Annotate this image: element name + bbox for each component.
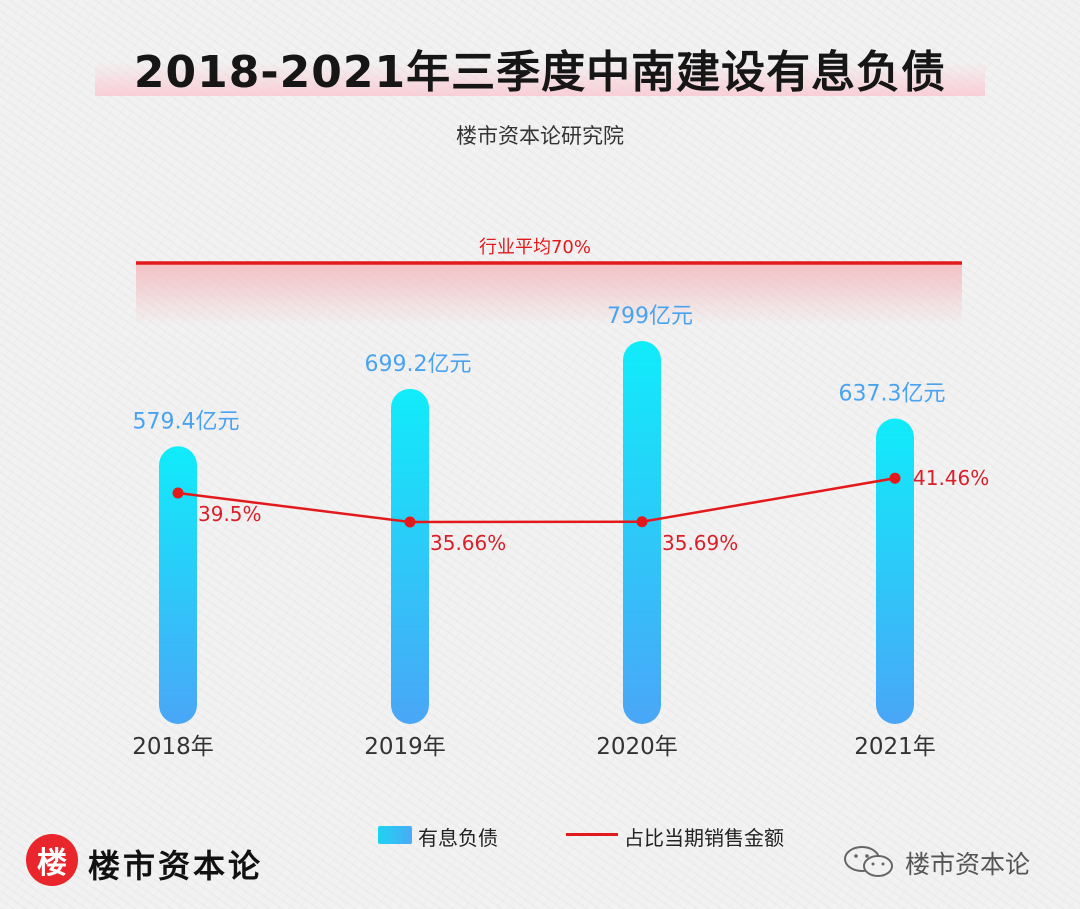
legend-bar-swatch (378, 826, 412, 844)
bar-value-label: 579.4亿元 (133, 409, 240, 434)
reference-line-group: 行业平均70% (136, 237, 962, 326)
ratio-value-label: 39.5% (198, 502, 262, 526)
title-highlight (95, 62, 985, 96)
chart-subtitle: 楼市资本论研究院 (456, 124, 624, 148)
ratio-point (172, 487, 184, 499)
ratio-line: 39.5% 35.66% 35.69% 41.46% (172, 466, 989, 555)
x-tick-label: 2019年 (364, 734, 446, 760)
ratio-value-label: 35.69% (662, 531, 738, 555)
logo-badge: 楼 (26, 834, 78, 886)
legend-line-swatch (566, 833, 618, 836)
chart-title: 2018-2021年三季度中南建设有息负债 (133, 47, 947, 98)
legend-line-label: 占比当期销售金额 (624, 826, 784, 850)
ratio-point (404, 516, 416, 528)
x-axis-labels: 2018年 2019年 2020年 2021年 (132, 734, 936, 760)
legend-bar-label: 有息负债 (418, 826, 498, 850)
ratio-value-label: 41.46% (913, 466, 989, 490)
x-tick-label: 2021年 (854, 734, 936, 760)
ratio-point (889, 472, 901, 484)
bar-value-label: 699.2亿元 (365, 352, 472, 377)
bar-value-label: 799亿元 (607, 304, 693, 329)
bar-value-label: 637.3亿元 (839, 382, 946, 407)
reference-label: 行业平均70% (479, 237, 591, 258)
bar-2021年 (876, 418, 914, 724)
x-tick-label: 2020年 (596, 734, 678, 760)
bar-2019年 (391, 388, 429, 724)
bar-2020年 (623, 341, 661, 724)
watermark-text: 楼市资本论 (905, 850, 1031, 879)
bar-2018年 (159, 446, 197, 724)
wechat-icon (844, 846, 893, 877)
legend: 有息负债 占比当期销售金额 (0, 820, 1080, 850)
reference-glow (136, 264, 962, 326)
ratio-point (636, 516, 648, 528)
ratio-line-path (177, 476, 896, 524)
x-tick-label: 2018年 (132, 734, 214, 760)
logo-text: 楼市资本论 (88, 847, 264, 885)
ratio-value-label: 35.66% (430, 531, 506, 555)
bars: 579.4亿元 699.2亿元 799亿元 637.3亿元 (133, 304, 946, 724)
